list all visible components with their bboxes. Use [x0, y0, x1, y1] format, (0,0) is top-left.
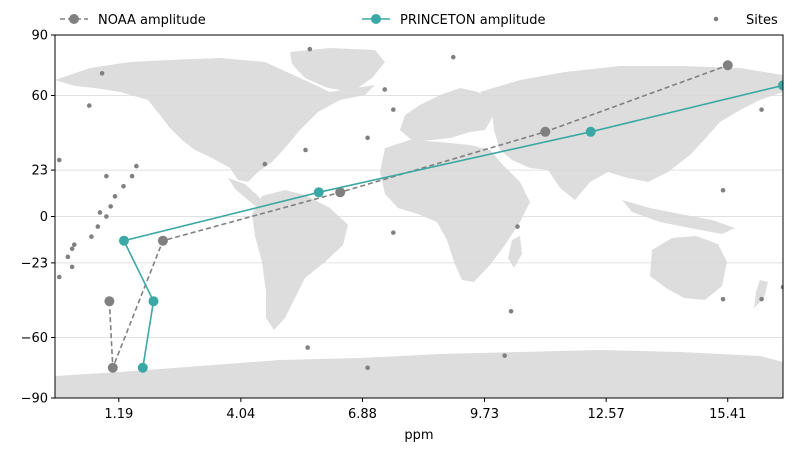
- legend-marker-0: [69, 14, 79, 24]
- site-point: [112, 194, 118, 199]
- site-point: [97, 210, 103, 215]
- noaa-amplitude-marker: [540, 126, 551, 137]
- site-point: [129, 173, 135, 179]
- x-tick-label: 4.04: [226, 407, 255, 422]
- site-point: [303, 147, 308, 153]
- site-point: [99, 71, 105, 76]
- site-point: [759, 296, 764, 302]
- site-point: [307, 46, 313, 52]
- x-tick-label: 1.19: [104, 407, 133, 422]
- legend: NOAA amplitude PRINCETON amplitude Sites: [60, 13, 778, 28]
- princeton-amplitude-marker: [313, 187, 324, 198]
- legend-sites-marker: [713, 16, 719, 22]
- x-tick-label: 6.88: [348, 407, 377, 422]
- noaa-amplitude-marker: [335, 187, 346, 198]
- site-point: [759, 107, 764, 112]
- site-point: [69, 264, 75, 270]
- x-tick-label: 15.41: [709, 407, 746, 422]
- site-point: [305, 345, 310, 350]
- site-point: [89, 234, 94, 239]
- y-tick-label: 0: [40, 210, 48, 225]
- princeton-amplitude-line: [122, 84, 783, 368]
- site-point: [262, 161, 268, 167]
- noaa-amplitude-marker: [107, 362, 118, 373]
- central-america-shape: [228, 178, 266, 210]
- series-1: [118, 80, 783, 373]
- y-tick-label: −23: [21, 256, 48, 271]
- princeton-amplitude-marker: [585, 126, 596, 137]
- site-point: [71, 242, 77, 248]
- europe-shape: [400, 88, 495, 142]
- africa-shape: [380, 140, 530, 282]
- site-point: [108, 204, 113, 209]
- greenland-shape: [290, 48, 385, 92]
- site-point: [365, 365, 370, 371]
- north-america-shape: [55, 58, 375, 182]
- princeton-amplitude-marker: [118, 235, 129, 246]
- noaa-amplitude-marker: [104, 296, 115, 307]
- site-point: [508, 308, 514, 314]
- site-point: [104, 214, 109, 219]
- site-point: [502, 353, 507, 358]
- site-point: [65, 254, 71, 260]
- y-tick-label: 90: [31, 29, 48, 44]
- site-point: [121, 183, 126, 189]
- site-point: [134, 163, 139, 169]
- site-point: [720, 296, 726, 302]
- site-point: [515, 224, 520, 229]
- asia-shape: [480, 66, 783, 200]
- site-point: [450, 54, 456, 60]
- princeton-amplitude-marker: [778, 80, 783, 91]
- site-point: [780, 284, 783, 290]
- antarctica-shape: [55, 350, 783, 398]
- site-point: [86, 103, 92, 108]
- site-point: [104, 173, 109, 179]
- site-point: [95, 224, 101, 229]
- legend-label-2: Sites: [746, 13, 778, 28]
- axes: 90 60 23 0 −23 −60 −90 1.19 4.04 6.88 9.73 12.57 15.…: [21, 29, 747, 423]
- south-america-shape: [252, 190, 348, 330]
- series-2: [56, 46, 783, 398]
- australia-shape: [650, 236, 727, 300]
- noaa-amplitude-line: [108, 64, 729, 369]
- x-axis-label: ppm: [404, 428, 433, 443]
- site-point: [382, 87, 388, 92]
- x-tick-label: 9.73: [470, 407, 499, 422]
- site-point: [365, 135, 370, 141]
- new-zealand-shape: [754, 280, 768, 308]
- noaa-amplitude-marker: [157, 235, 168, 246]
- site-point: [56, 274, 62, 280]
- x-tick-label: 12.57: [588, 407, 625, 422]
- legend-label-0: NOAA amplitude: [98, 13, 206, 28]
- princeton-amplitude-marker: [137, 362, 148, 373]
- site-point: [69, 246, 75, 252]
- princeton-amplitude-marker: [148, 296, 159, 307]
- y-tick-label: −90: [21, 392, 48, 407]
- series-0: [104, 60, 733, 373]
- series-layer: [56, 46, 783, 398]
- world-map-background: [55, 48, 783, 398]
- legend-marker-1: [371, 14, 381, 24]
- site-point: [56, 157, 62, 163]
- site-point: [391, 107, 396, 112]
- madagascar-shape: [508, 236, 522, 268]
- site-point: [720, 187, 726, 193]
- site-point: [391, 230, 396, 235]
- legend-label-1: PRINCETON amplitude: [400, 13, 545, 28]
- y-tick-label: 60: [31, 89, 48, 104]
- noaa-amplitude-marker: [722, 60, 733, 71]
- y-tick-label: 23: [31, 164, 48, 179]
- y-tick-label: −60: [21, 331, 48, 346]
- indonesia-shape: [622, 200, 735, 234]
